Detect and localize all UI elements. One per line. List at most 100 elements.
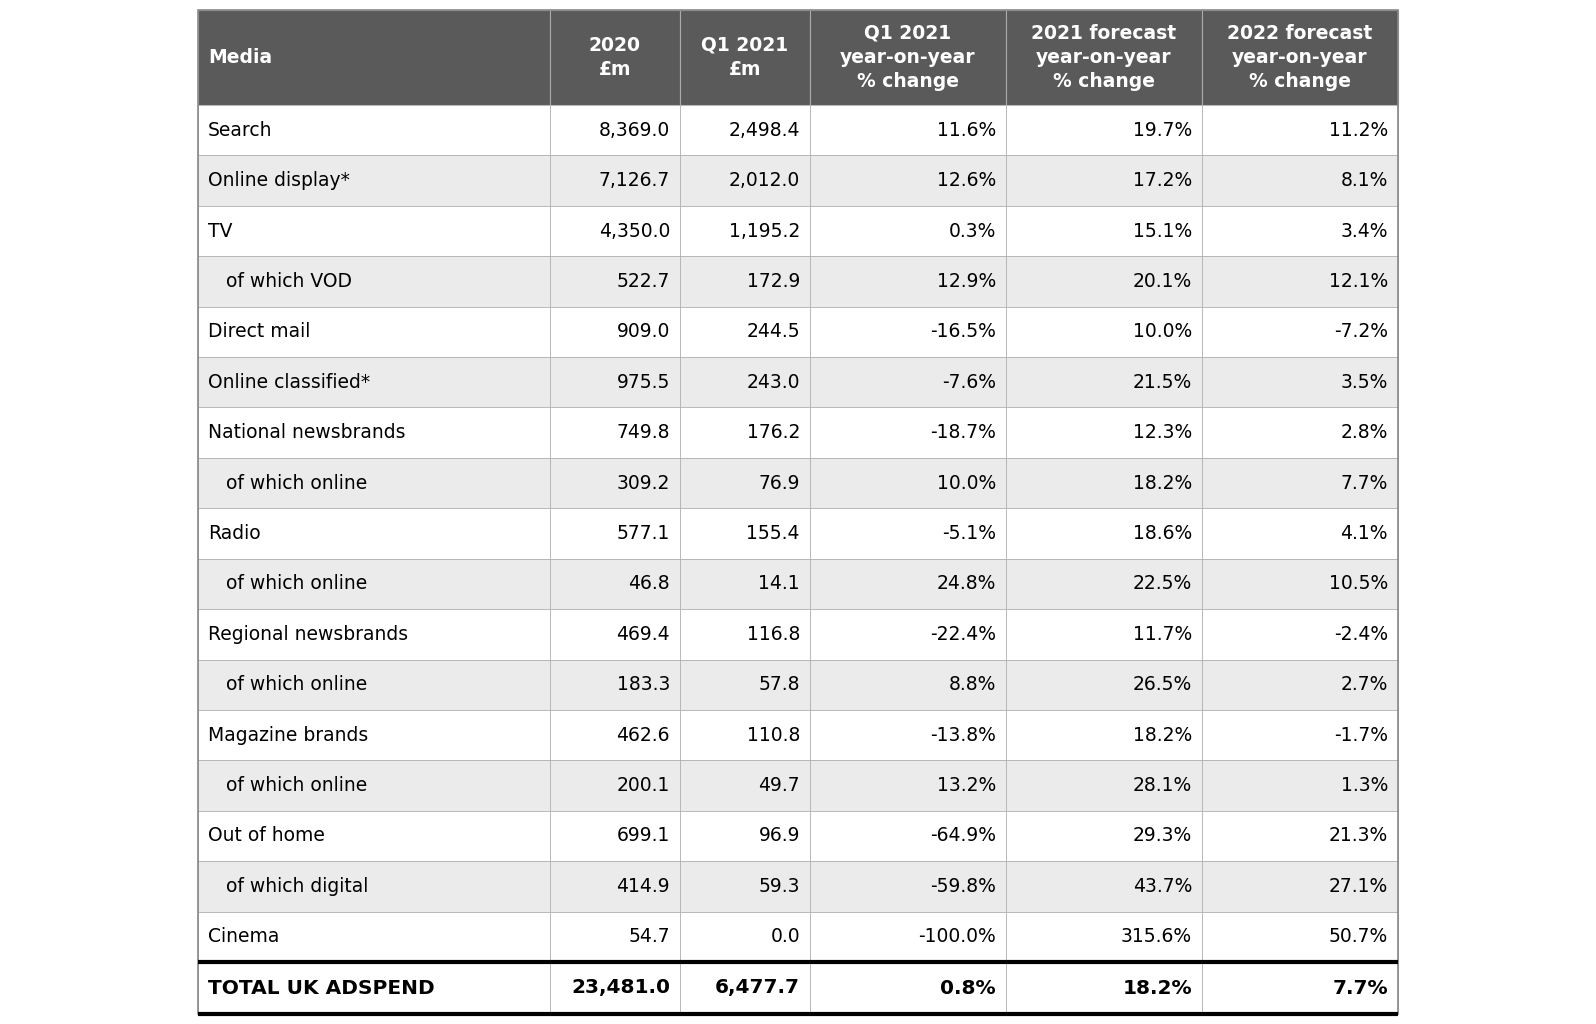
- Bar: [1202, 10, 1398, 105]
- Text: 2,012.0: 2,012.0: [729, 171, 800, 190]
- Bar: [1202, 710, 1398, 761]
- Bar: [680, 710, 811, 761]
- Bar: [1202, 609, 1398, 659]
- Text: 3.4%: 3.4%: [1341, 221, 1389, 241]
- Bar: [1202, 761, 1398, 811]
- Text: 469.4: 469.4: [616, 625, 670, 644]
- Text: 28.1%: 28.1%: [1133, 776, 1192, 795]
- Text: Cinema: Cinema: [207, 928, 279, 946]
- Text: 11.7%: 11.7%: [1133, 625, 1192, 644]
- Text: 29.3%: 29.3%: [1133, 826, 1192, 846]
- Bar: [551, 256, 680, 306]
- Bar: [680, 156, 811, 206]
- Text: 975.5: 975.5: [616, 373, 670, 392]
- Bar: [198, 508, 551, 559]
- Text: 57.8: 57.8: [758, 675, 800, 694]
- Text: 14.1: 14.1: [758, 574, 800, 594]
- Text: 7.7%: 7.7%: [1333, 979, 1389, 997]
- Text: 11.2%: 11.2%: [1329, 121, 1389, 139]
- Text: 21.3%: 21.3%: [1329, 826, 1389, 846]
- Text: 577.1: 577.1: [616, 524, 670, 543]
- Text: -13.8%: -13.8%: [930, 726, 996, 744]
- Text: National newsbrands: National newsbrands: [207, 423, 405, 442]
- Text: 96.9: 96.9: [758, 826, 800, 846]
- Bar: [1005, 105, 1202, 156]
- Bar: [198, 761, 551, 811]
- Bar: [1202, 156, 1398, 206]
- Text: 2021 forecast
year-on-year
% change: 2021 forecast year-on-year % change: [1031, 24, 1176, 91]
- Text: 2.7%: 2.7%: [1341, 675, 1389, 694]
- Bar: [1005, 256, 1202, 306]
- Text: 12.3%: 12.3%: [1133, 423, 1192, 442]
- Text: of which online: of which online: [207, 574, 367, 594]
- Text: 76.9: 76.9: [758, 473, 800, 493]
- Bar: [1202, 357, 1398, 408]
- Text: 27.1%: 27.1%: [1329, 877, 1389, 896]
- Text: 59.3: 59.3: [758, 877, 800, 896]
- Text: 3.5%: 3.5%: [1341, 373, 1389, 392]
- Text: 19.7%: 19.7%: [1133, 121, 1192, 139]
- Bar: [1202, 559, 1398, 609]
- Text: Q1 2021
£m: Q1 2021 £m: [701, 36, 788, 79]
- Text: 18.2%: 18.2%: [1133, 726, 1192, 744]
- Bar: [1005, 911, 1202, 962]
- Bar: [680, 508, 811, 559]
- Bar: [680, 559, 811, 609]
- Text: 1.3%: 1.3%: [1341, 776, 1389, 795]
- Text: 4.1%: 4.1%: [1341, 524, 1389, 543]
- Text: 155.4: 155.4: [747, 524, 800, 543]
- Bar: [811, 710, 1005, 761]
- Text: of which digital: of which digital: [207, 877, 369, 896]
- Bar: [811, 10, 1005, 105]
- Text: 43.7%: 43.7%: [1133, 877, 1192, 896]
- Bar: [198, 306, 551, 357]
- Text: 54.7: 54.7: [629, 928, 670, 946]
- Bar: [551, 508, 680, 559]
- Bar: [1005, 357, 1202, 408]
- Text: -64.9%: -64.9%: [930, 826, 996, 846]
- Bar: [1202, 458, 1398, 508]
- Text: 116.8: 116.8: [747, 625, 800, 644]
- Bar: [198, 156, 551, 206]
- Bar: [1202, 256, 1398, 306]
- Bar: [1005, 508, 1202, 559]
- Text: 0.0: 0.0: [771, 928, 800, 946]
- Text: 909.0: 909.0: [616, 323, 670, 341]
- Text: Magazine brands: Magazine brands: [207, 726, 369, 744]
- Text: 7.7%: 7.7%: [1341, 473, 1389, 493]
- Bar: [680, 306, 811, 357]
- Bar: [1202, 911, 1398, 962]
- Bar: [198, 559, 551, 609]
- Bar: [198, 710, 551, 761]
- Text: 2022 forecast
year-on-year
% change: 2022 forecast year-on-year % change: [1227, 24, 1373, 91]
- Text: 18.2%: 18.2%: [1122, 979, 1192, 997]
- Bar: [1005, 306, 1202, 357]
- Bar: [551, 861, 680, 911]
- Bar: [680, 458, 811, 508]
- Text: 8,369.0: 8,369.0: [598, 121, 670, 139]
- Bar: [1005, 458, 1202, 508]
- Text: 15.1%: 15.1%: [1133, 221, 1192, 241]
- Text: 183.3: 183.3: [616, 675, 670, 694]
- Text: 1,195.2: 1,195.2: [729, 221, 800, 241]
- Text: 244.5: 244.5: [747, 323, 800, 341]
- Text: 23,481.0: 23,481.0: [571, 979, 670, 997]
- Bar: [1005, 811, 1202, 861]
- Bar: [811, 659, 1005, 710]
- Bar: [680, 761, 811, 811]
- Text: 2020
£m: 2020 £m: [589, 36, 642, 79]
- Text: 46.8: 46.8: [629, 574, 670, 594]
- Bar: [551, 811, 680, 861]
- Text: of which online: of which online: [207, 776, 367, 795]
- Bar: [1005, 962, 1202, 1014]
- Bar: [1202, 962, 1398, 1014]
- Bar: [1202, 105, 1398, 156]
- Text: 309.2: 309.2: [616, 473, 670, 493]
- Bar: [551, 156, 680, 206]
- Text: Regional newsbrands: Regional newsbrands: [207, 625, 409, 644]
- Bar: [198, 659, 551, 710]
- Text: 50.7%: 50.7%: [1329, 928, 1389, 946]
- Bar: [551, 357, 680, 408]
- Text: 6,477.7: 6,477.7: [715, 979, 800, 997]
- Text: 12.1%: 12.1%: [1329, 272, 1389, 291]
